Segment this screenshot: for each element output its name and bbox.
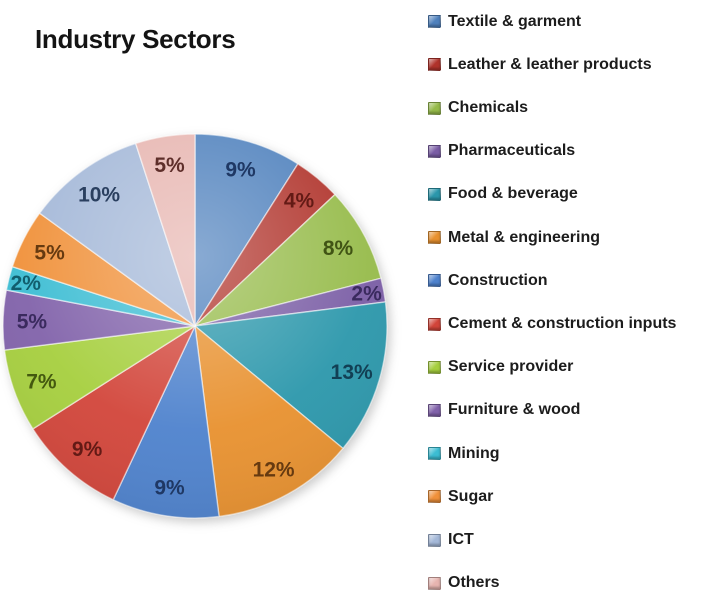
legend-item-sugar: Sugar <box>428 487 716 507</box>
legend-item-food-beverage: Food & beverage <box>428 184 716 204</box>
legend-item-pharmaceuticals: Pharmaceuticals <box>428 141 716 161</box>
pie-slices-group <box>2 133 388 519</box>
chart-title: Industry Sectors <box>35 24 236 54</box>
legend-swatch <box>428 360 441 374</box>
legend-item-construction: Construction <box>428 271 716 291</box>
legend-label: Metal & engineering <box>448 228 601 246</box>
legend-item-leather-leather-products: Leather & leather products <box>428 55 716 75</box>
legend-label: Mining <box>448 444 500 462</box>
legend-swatch <box>428 490 441 504</box>
legend-label: Furniture & wood <box>448 401 581 419</box>
legend-swatch <box>428 403 441 417</box>
legend-label: Service provider <box>448 358 574 376</box>
chart-legend: Textile & garment Leather & leather prod… <box>428 0 716 605</box>
slice-value-label-others: 5% <box>154 154 185 177</box>
legend-label: Textile & garment <box>448 12 582 30</box>
legend-swatch <box>428 317 441 331</box>
pie-labels-group: 9% 4% 8% 2% 13% 12% 9% 9% 7% 5% 2% 5% 10% 5% <box>11 154 382 499</box>
legend-label: Leather & leather products <box>448 55 652 73</box>
legend-item-metal-engineering: Metal & engineering <box>428 228 716 248</box>
legend-swatch <box>428 447 441 461</box>
slice-value-label-metal-engineering: 12% <box>253 458 295 481</box>
legend-swatch <box>428 533 441 547</box>
legend-item-service-provider: Service provider <box>428 357 716 377</box>
legend-swatch <box>428 576 441 590</box>
legend-label: Cement & construction inputs <box>448 315 677 333</box>
legend-swatch <box>428 187 441 201</box>
slice-value-label-pharmaceuticals: 2% <box>351 283 382 306</box>
slice-value-label-ict: 10% <box>78 183 120 206</box>
legend-label: Food & beverage <box>448 185 578 203</box>
legend-swatch <box>428 274 441 288</box>
slice-value-label-food-beverage: 13% <box>331 361 373 384</box>
legend-swatch <box>428 15 441 29</box>
legend-swatch <box>428 101 441 115</box>
pie-sheen-overlay <box>3 134 387 518</box>
legend-label: Construction <box>448 271 548 289</box>
slice-value-label-construction: 9% <box>154 477 185 500</box>
slice-value-label-leather-leather-products: 4% <box>284 190 315 213</box>
legend-item-ict: ICT <box>428 530 716 550</box>
legend-label: ICT <box>448 531 474 549</box>
legend-swatch <box>428 58 441 72</box>
legend-item-mining: Mining <box>428 444 716 464</box>
slice-value-label-cement-construction-inputs: 9% <box>72 438 103 461</box>
slice-value-label-mining: 2% <box>11 272 42 295</box>
slice-value-label-sugar: 5% <box>34 241 65 264</box>
legend-swatch <box>428 231 441 245</box>
legend-label: Chemicals <box>448 99 529 116</box>
legend-label: Pharmaceuticals <box>448 142 576 160</box>
slice-value-label-chemicals: 8% <box>323 237 354 260</box>
slice-value-label-furniture-wood: 5% <box>17 310 48 333</box>
legend-item-textile-garment: Textile & garment <box>428 12 716 32</box>
slice-value-label-service-provider: 7% <box>26 371 57 394</box>
legend-item-cement-construction-inputs: Cement & construction inputs <box>428 314 716 334</box>
pie-chart: 9% 4% 8% 2% 13% 12% 9% 9% 7% 5% 2% 5% 10% 5% <box>2 133 388 519</box>
legend-swatch <box>428 144 441 158</box>
legend-item-furniture-wood: Furniture & wood <box>428 400 716 420</box>
legend-label: Others <box>448 574 500 592</box>
slice-value-label-textile-garment: 9% <box>225 159 256 182</box>
legend-label: Sugar <box>448 487 494 505</box>
legend-item-chemicals: Chemicals <box>428 98 716 118</box>
legend-item-others: Others <box>428 573 716 593</box>
